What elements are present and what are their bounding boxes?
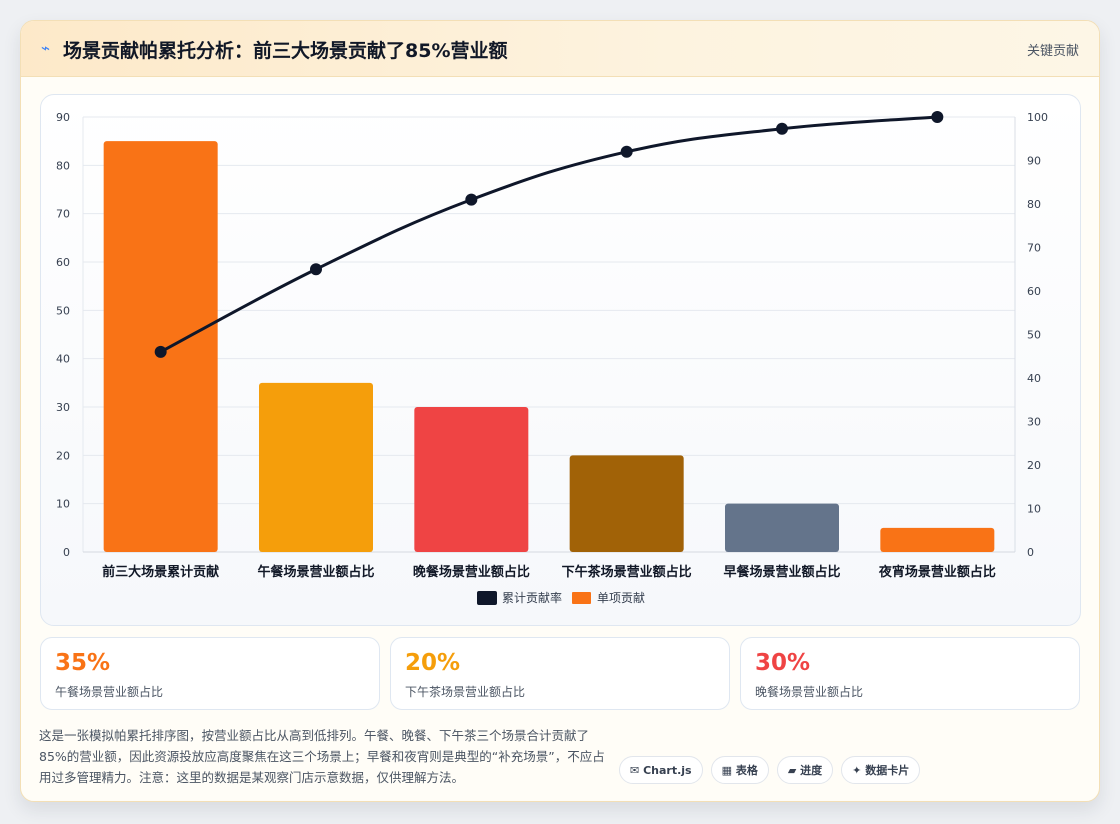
stat-label: 晚餐场景营业额占比 (755, 685, 864, 699)
pill-label: 数据卡片 (865, 764, 910, 777)
y-right-tick-label: 40 (1027, 372, 1041, 385)
chart-panel: 0 10 20 30 40 50 60 70 80 90 0 10 20 30 40 50 60 70 80 90 10… (40, 94, 1081, 626)
y-left-tick-label: 80 (56, 159, 70, 172)
line-point (154, 345, 167, 358)
y-right-tick-label: 50 (1027, 329, 1041, 342)
stat-label: 午餐场景营业额占比 (55, 685, 164, 699)
stat-card-afternoon-tea: 20% 下午茶场景营业额占比 (390, 637, 730, 710)
table-icon: ▦ (721, 763, 732, 777)
x-tick-label: 晚餐场景营业额占比 (413, 564, 530, 580)
cumulative-line (159, 115, 938, 354)
bar (569, 455, 684, 552)
pill-data-cards[interactable]: ✦ 数据卡片 (841, 756, 921, 784)
line-point (310, 263, 322, 276)
y-left-tick-label: 10 (56, 498, 70, 511)
y-right-tick-label: 90 (1027, 155, 1041, 168)
pill-label: Chart.js (643, 763, 692, 777)
bar (725, 503, 839, 552)
x-tick-label: 下午茶场景营业额占比 (562, 564, 692, 580)
pareto-chart: 0 10 20 30 40 50 60 70 80 90 0 10 20 30 40 50 60 70 80 90 10… (56, 111, 1048, 605)
y-right-tick-label: 60 (1027, 285, 1041, 298)
y-right-tick-label: 20 (1027, 459, 1041, 472)
line-point (776, 122, 788, 135)
page-title: 场景贡献帕累托分析：前三大场景贡献了85%营业额 (63, 40, 508, 62)
bar (259, 382, 373, 552)
y-left-tick-label: 60 (56, 256, 70, 269)
stat-value: 35% (55, 650, 111, 676)
stat-value: 30% (755, 650, 811, 676)
y-left-tick-label: 0 (63, 546, 70, 559)
envelope-icon: ✉ (630, 763, 640, 777)
y-left-tick-label: 40 (56, 353, 70, 366)
progress-icon: ▰ (787, 763, 797, 777)
y-right-tick-label: 10 (1027, 503, 1041, 516)
pareto-card: ⌁ 场景贡献帕累托分析：前三大场景贡献了85%营业额 关键贡献 0 10 20 30 4… (20, 20, 1100, 802)
legend-swatch-single (572, 592, 591, 604)
pill-progress[interactable]: ▰ 进度 (776, 756, 834, 784)
x-tick-label: 早餐场景营业额占比 (723, 564, 840, 580)
x-tick-label: 前三大场景累计贡献 (102, 564, 219, 580)
line-point (465, 193, 478, 206)
y-left-tick-label: 70 (56, 208, 70, 221)
line-point (931, 111, 944, 123)
chart-description: 这是一张模拟帕累托排序图，按营业额占比从高到低排列。午餐、晚餐、下午茶三个场景合… (39, 728, 605, 785)
stat-card-lunch: 35% 午餐场景营业额占比 (40, 637, 380, 710)
y-right-tick-label: 70 (1027, 242, 1041, 255)
y-left-tick-label: 30 (56, 401, 70, 414)
pill-label: 表格 (735, 764, 758, 777)
y-right-tick-label: 100 (1027, 111, 1048, 124)
stat-value: 20% (405, 650, 461, 676)
y-left-tick-label: 50 (56, 304, 70, 317)
feature-pills: ✉ Chart.js ▦ 表格 ▰ 进度 ✦ 数据卡片 (619, 756, 921, 784)
pill-chartjs[interactable]: ✉ Chart.js (619, 756, 703, 784)
stat-label: 下午茶场景营业额占比 (405, 685, 526, 699)
header-tag: 关键贡献 (1026, 44, 1079, 59)
legend-label: 累计贡献率 (502, 590, 562, 605)
pill-table[interactable]: ▦ 表格 (710, 756, 769, 784)
line-point (620, 145, 633, 158)
legend-label: 单项贡献 (597, 590, 645, 605)
card-header: ⌁ 场景贡献帕累托分析：前三大场景贡献了85%营业额 关键贡献 (21, 21, 1099, 77)
bar (414, 407, 529, 552)
bar (880, 527, 995, 552)
x-tick-label: 午餐场景营业额占比 (257, 564, 374, 580)
y-right-tick-label: 30 (1027, 416, 1041, 429)
y-left-tick-label: 20 (56, 449, 70, 462)
stat-card-dinner: 30% 晚餐场景营业额占比 (740, 637, 1080, 710)
x-tick-label: 夜宵场景营业额占比 (878, 564, 996, 580)
legend-swatch-cumulative (477, 591, 497, 605)
sparkle-icon: ✦ (852, 763, 862, 777)
y-right-tick-label: 80 (1027, 198, 1041, 211)
pill-label: 进度 (800, 764, 823, 777)
y-left-tick-label: 90 (56, 111, 70, 124)
y-right-tick-label: 0 (1027, 546, 1034, 559)
bolt-icon: ⌁ (41, 39, 51, 57)
